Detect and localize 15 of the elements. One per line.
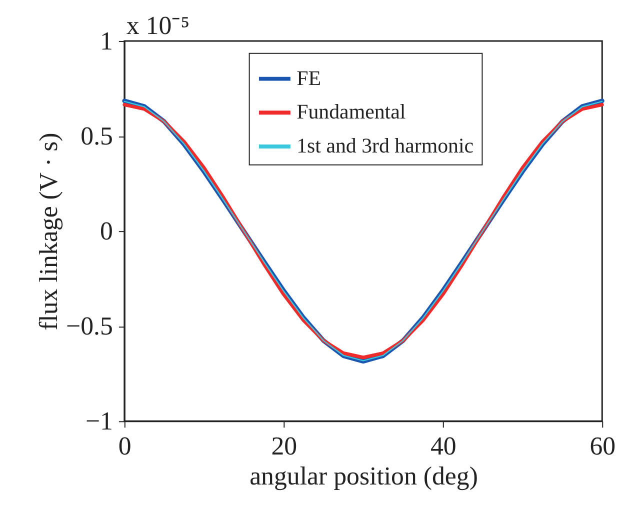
y-tick-label: −1 (85, 406, 113, 436)
x-tick-label: 20 (271, 432, 298, 461)
x-tick-label: 0 (118, 432, 132, 461)
y-tick-label: 0.5 (80, 121, 113, 150)
legend-label: Fundamental (296, 100, 406, 124)
legend-label: FE (296, 66, 321, 90)
y-axis-title: flux linkage (V · s) (34, 132, 64, 330)
text: x 10⁻⁵ (126, 11, 190, 40)
y-tick-label: 0 (100, 216, 113, 246)
y-tick-label: 1 (100, 26, 113, 56)
x-axis-title: angular position (deg) (250, 461, 478, 490)
x-tick-label: 40 (430, 432, 456, 461)
y-tick-label: −0.5 (66, 312, 113, 341)
legend-label: 1st and 3rd harmonic (296, 133, 474, 158)
x-tick-label: 60 (590, 432, 616, 461)
